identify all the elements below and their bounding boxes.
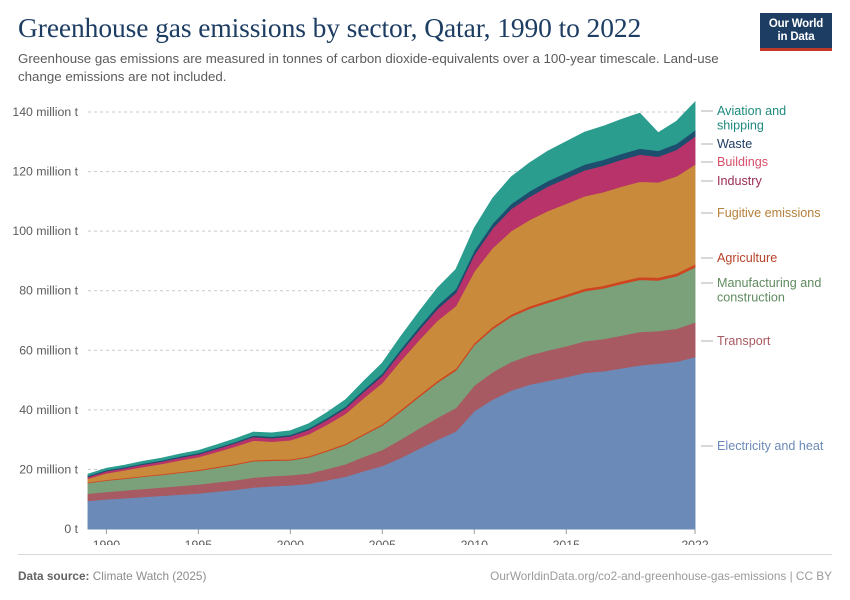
y-axis-tick-label: 0 t [64,522,78,536]
chart-header: Greenhouse gas emissions by sector, Qata… [18,12,832,85]
x-axis-tick-label: 2005 [369,538,397,545]
stacked-area-chart[interactable]: 0 t 20 million t 40 million t 60 million t 8… [0,95,850,545]
legend-item-electricity-and-heat[interactable]: Electricity and heat [701,439,824,453]
legend-label: Industry [717,174,763,188]
legend-label: construction [717,291,785,305]
page-title: Greenhouse gas emissions by sector, Qata… [18,12,642,43]
legend-item-transport[interactable]: Transport [701,334,771,348]
data-source-label: Data source: [18,569,90,583]
chart-subtitle: Greenhouse gas emissions are measured in… [18,51,719,84]
x-axis-tick-label: 1990 [93,538,121,545]
y-axis-tick-label: 100 million t [12,224,78,238]
chart-plot-area[interactable]: 0 t 20 million t 40 million t 60 million t 8… [0,95,850,545]
legend-label: Waste [717,137,752,151]
legend-label: Manufacturing and [717,276,821,290]
x-axis-tick-label: 2000 [277,538,305,545]
legend-item-industry[interactable]: Industry [701,174,763,188]
legend-item-agriculture[interactable]: Agriculture [701,251,777,265]
owid-logo-line2: in Data [777,30,815,43]
data-source: Data source: Climate Watch (2025) [18,569,206,583]
y-axis-tick-label: 120 million t [12,165,78,179]
legend-item-waste[interactable]: Waste [701,137,752,151]
owid-logo[interactable]: Our World in Data [760,13,832,51]
data-source-value: Climate Watch (2025) [92,569,207,583]
x-axis-tick-label: 2022 [681,538,709,545]
y-axis-tick-label: 20 million t [19,462,78,476]
y-axis-tick-label: 40 million t [19,403,78,417]
legend-label: Agriculture [717,251,777,265]
legend-item-buildings[interactable]: Buildings [701,155,768,169]
y-axis-tick-label: 60 million t [19,343,78,357]
legend-label: Transport [717,334,771,348]
chart-footer: Data source: Climate Watch (2025) OurWor… [18,554,832,589]
legend-label: Buildings [717,155,768,169]
legend-label: Aviation and [717,104,786,118]
owid-logo-line1: Our World [768,18,824,30]
legend-label: Fugitive emissions [717,206,821,220]
legend-label: shipping [717,119,764,133]
x-axis-tick-label: 2015 [553,538,581,545]
legend-label: Electricity and heat [717,439,824,453]
x-axis-tick-label: 1995 [185,538,213,545]
y-axis-tick-label: 80 million t [19,284,78,298]
attribution-link[interactable]: OurWorldinData.org/co2-and-greenhouse-ga… [490,569,832,583]
area-series-aviation-and-shipping[interactable] [87,101,696,477]
legend-item-fugitive-emissions[interactable]: Fugitive emissions [701,206,821,220]
x-axis-tick-label: 2010 [461,538,489,545]
y-axis-tick-label: 140 million t [12,105,78,119]
